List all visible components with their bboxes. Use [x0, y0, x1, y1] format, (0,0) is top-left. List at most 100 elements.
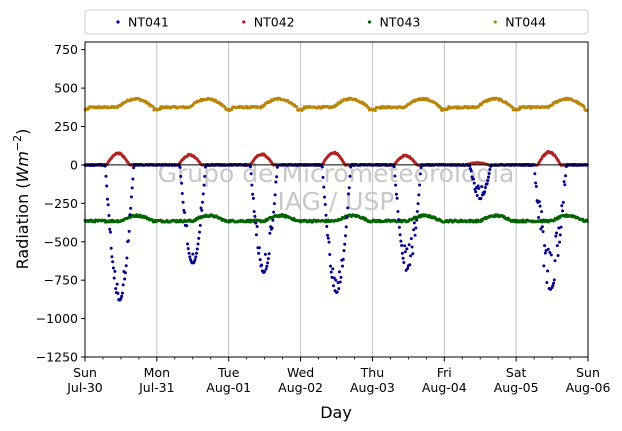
nt044-point — [151, 105, 155, 109]
nt041-point — [325, 224, 329, 228]
nt041-point — [337, 270, 341, 274]
nt041-point — [552, 278, 556, 282]
nt041-point — [110, 255, 114, 259]
nt041-point — [270, 226, 274, 230]
y-tick-label: −1250 — [36, 350, 78, 365]
nt041-point — [537, 200, 541, 204]
x-tick-label-date: Aug-06 — [566, 380, 611, 395]
x-axis: SunJul-30MonJul-31TueAug-01WedAug-02ThuA… — [66, 357, 610, 395]
nt041-point — [475, 194, 479, 198]
x-tick-label-day: Sat — [506, 365, 527, 380]
nt041-point — [126, 239, 130, 243]
nt041-point — [180, 181, 184, 185]
nt041-point — [345, 216, 349, 220]
nt041-point — [120, 291, 124, 295]
nt041-point — [132, 166, 136, 170]
nt041-point — [129, 195, 133, 199]
nt041-point — [265, 264, 269, 268]
nt041-point — [405, 247, 409, 251]
nt041-point — [188, 255, 192, 259]
nt041-point — [106, 203, 110, 207]
nt041-point — [537, 216, 541, 220]
nt041-point — [263, 252, 267, 256]
nt041-point — [563, 183, 567, 187]
nt041-point — [338, 280, 342, 284]
nt041-point — [121, 283, 125, 287]
legend-label: NT044 — [505, 15, 546, 30]
y-tick-label: −750 — [44, 273, 78, 288]
nt041-point — [411, 252, 415, 256]
nt041-point — [332, 284, 336, 288]
nt041-point — [257, 246, 261, 250]
nt041-point — [349, 165, 353, 169]
nt041-point — [320, 165, 324, 169]
nt041-point — [397, 218, 401, 222]
nt041-point — [183, 211, 187, 215]
x-tick-label-day: Mon — [144, 365, 170, 380]
nt041-point — [198, 230, 202, 234]
nt041-point — [272, 210, 276, 214]
x-axis-title: Day — [320, 403, 352, 422]
nt044-point — [510, 105, 514, 109]
nt041-point — [260, 263, 264, 267]
x-tick-label-date: Jul-31 — [138, 380, 175, 395]
nt041-point — [414, 226, 418, 230]
nt041-point — [202, 183, 206, 187]
nt041-point — [344, 225, 348, 229]
nt041-point — [392, 165, 396, 169]
nt041-point — [556, 253, 560, 257]
nt041-point — [402, 261, 406, 265]
y-axis-title-suffix: ) — [13, 129, 32, 135]
nt041-point — [341, 257, 345, 261]
legend-label: NT043 — [380, 15, 421, 30]
nt041-point — [186, 242, 190, 246]
nt041-point — [543, 244, 547, 248]
nt041-point — [534, 181, 538, 185]
y-axis-title-unit: Wm — [13, 151, 32, 182]
nt041-point — [129, 206, 133, 210]
nt041-point — [248, 165, 252, 169]
nt041-point — [253, 214, 257, 218]
nt041-point — [558, 233, 562, 237]
nt041-point — [409, 237, 413, 241]
nt041-point — [340, 264, 344, 268]
nt041-point — [111, 266, 115, 270]
x-tick-label-date: Aug-01 — [206, 380, 251, 395]
nt041-point — [271, 218, 275, 222]
x-tick-label-date: Aug-03 — [350, 380, 395, 395]
nt041-point — [191, 252, 195, 256]
nt041-point — [130, 186, 134, 190]
nt041-point — [485, 182, 489, 186]
nt041-point — [324, 213, 328, 217]
nt041-point — [538, 204, 542, 208]
nt041-point — [471, 177, 475, 181]
x-tick-label-day: Wed — [287, 365, 314, 380]
nt041-point — [544, 249, 548, 253]
nt041-point — [551, 284, 555, 288]
legend-marker — [242, 20, 246, 24]
nt041-point — [331, 267, 335, 271]
nt041-point — [326, 233, 330, 237]
nt041-point — [346, 192, 350, 196]
nt041-point — [534, 184, 538, 188]
nt041-point — [546, 247, 550, 251]
nt041-point — [201, 192, 205, 196]
nt041-point — [418, 172, 422, 176]
x-tick-label-day: Sun — [576, 365, 600, 380]
legend-box — [84, 9, 589, 35]
nt041-point — [555, 231, 559, 235]
nt041-point — [343, 242, 347, 246]
nt041-point — [186, 247, 190, 251]
legend-label: NT041 — [128, 15, 169, 30]
x-tick-label-day: Sun — [73, 365, 97, 380]
nt041-point — [254, 233, 258, 237]
y-tick-label: 250 — [54, 119, 78, 134]
nt041-point — [196, 242, 200, 246]
nt041-point — [486, 179, 490, 183]
nt041-point — [178, 165, 182, 169]
nt041-point — [251, 196, 255, 200]
nt041-point — [194, 255, 198, 259]
nt041-point — [553, 259, 557, 263]
watermark: Grupo de Micrometeorologia IAG / USP — [158, 159, 515, 216]
nt041-point — [326, 236, 330, 240]
